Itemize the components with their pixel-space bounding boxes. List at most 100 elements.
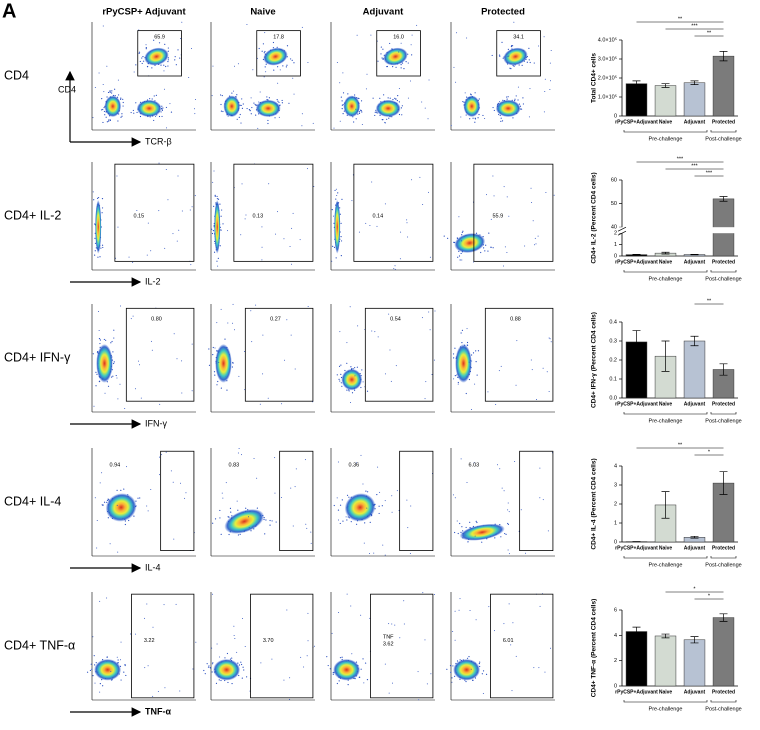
event-dot (237, 534, 240, 536)
gate (137, 30, 182, 77)
event-dot (305, 523, 307, 525)
event-dot (518, 64, 520, 66)
flow-plot: 0.15 (91, 162, 196, 271)
event-dot (470, 668, 472, 670)
event-dot (452, 665, 454, 667)
event-dot (340, 382, 342, 384)
event-dot (232, 90, 234, 92)
event-dot (102, 504, 104, 506)
event-dot (213, 205, 215, 207)
event-dot (219, 245, 221, 247)
group-bracket (623, 270, 708, 273)
event-dot (93, 405, 95, 407)
flow-plot: 3.22 (86, 592, 197, 701)
event-dot (244, 530, 246, 532)
event-dot (549, 80, 551, 82)
event-dot (99, 600, 101, 602)
flow-plot: 0.83 (210, 448, 315, 557)
event-dot (549, 88, 551, 90)
event-dot (106, 96, 108, 98)
event-dot (507, 509, 509, 511)
event-dot (454, 675, 456, 677)
event-dot (522, 103, 525, 105)
event-dot (141, 62, 143, 65)
event-dot (487, 250, 489, 252)
event-dot (231, 366, 234, 368)
event-dot (401, 114, 403, 116)
event-dot (306, 527, 308, 529)
event-dot (365, 490, 367, 492)
event-dot (515, 655, 517, 657)
event-dot (98, 72, 100, 74)
event-dot (332, 245, 334, 247)
event-dot (153, 95, 155, 97)
event-dot (243, 669, 245, 671)
event-dot (398, 87, 400, 89)
event-dot (350, 521, 352, 523)
event-dot (499, 468, 501, 470)
event-dot (276, 99, 278, 101)
event-dot (147, 665, 149, 667)
event-dot (462, 100, 464, 103)
event-dot (240, 122, 242, 124)
event-dot (191, 390, 193, 392)
y-axis-title: CD4+ IFN-γ (Percent CD4 cells) (591, 312, 598, 408)
density (104, 95, 122, 118)
event-dot (222, 497, 224, 499)
event-dot (331, 260, 333, 262)
event-dot (193, 108, 195, 110)
event-dot (227, 322, 229, 324)
event-dot (133, 112, 135, 114)
event-dot (238, 664, 241, 666)
group-bracket (623, 700, 708, 703)
event-dot (262, 43, 265, 45)
event-dot (109, 91, 111, 93)
event-dot (507, 502, 509, 504)
event-dot (165, 106, 168, 109)
row-label: CD4+ IFN-γ (4, 350, 71, 364)
density (263, 47, 288, 66)
event-dot (512, 622, 514, 624)
significance-label: *** (677, 156, 684, 162)
event-dot (493, 195, 495, 197)
event-dot (470, 94, 472, 96)
event-dot (376, 225, 378, 227)
event-dot (286, 319, 288, 321)
event-dot (229, 507, 232, 509)
event-dot (375, 111, 377, 113)
event-dot (107, 385, 110, 387)
event-dot (531, 369, 533, 371)
event-dot (274, 117, 276, 119)
event-dot (451, 677, 453, 679)
event-dot (449, 665, 452, 667)
event-dot (474, 92, 476, 94)
density (454, 233, 486, 253)
event-dot (290, 334, 292, 336)
group-bracket (623, 130, 708, 133)
event-dot (267, 397, 269, 399)
event-dot (100, 247, 102, 249)
event-dot (528, 116, 530, 118)
group-label: Pre-challenge (649, 562, 683, 568)
event-dot (459, 659, 461, 661)
event-dot (520, 509, 522, 511)
event-dot (233, 625, 235, 627)
event-dot (220, 387, 222, 389)
event-dot (103, 107, 105, 109)
event-dot (356, 34, 358, 36)
event-dot (139, 60, 141, 63)
event-dot (216, 322, 218, 324)
event-dot (451, 681, 453, 683)
density (463, 95, 481, 118)
event-dot (380, 46, 382, 48)
event-dot (478, 662, 480, 665)
density (334, 199, 341, 254)
event-dot (508, 55, 510, 57)
density (223, 95, 241, 118)
event-dot (122, 98, 124, 100)
event-dot (250, 113, 252, 115)
event-dot (340, 364, 342, 366)
event-dot (291, 263, 293, 265)
event-dot (499, 101, 501, 103)
event-dot (458, 255, 461, 257)
